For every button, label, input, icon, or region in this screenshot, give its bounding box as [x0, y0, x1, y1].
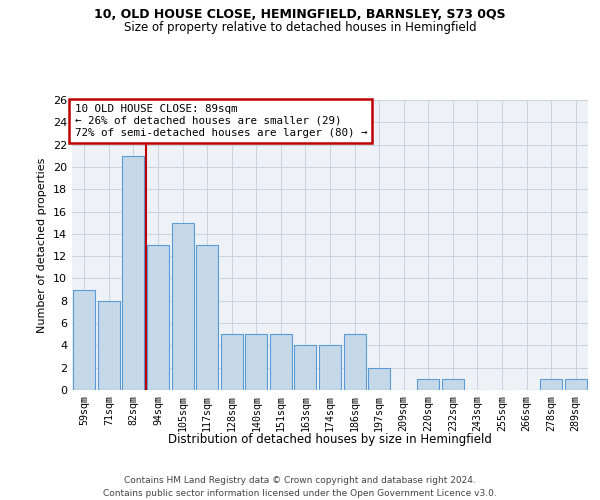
Bar — [344, 334, 365, 390]
Bar — [319, 346, 341, 390]
Bar — [221, 334, 243, 390]
Bar — [417, 379, 439, 390]
Bar — [245, 334, 268, 390]
Text: 10, OLD HOUSE CLOSE, HEMINGFIELD, BARNSLEY, S73 0QS: 10, OLD HOUSE CLOSE, HEMINGFIELD, BARNSL… — [94, 8, 506, 20]
Bar — [196, 245, 218, 390]
Bar — [442, 379, 464, 390]
Bar — [73, 290, 95, 390]
Text: 10 OLD HOUSE CLOSE: 89sqm
← 26% of detached houses are smaller (29)
72% of semi-: 10 OLD HOUSE CLOSE: 89sqm ← 26% of detac… — [74, 104, 367, 138]
Text: Size of property relative to detached houses in Hemingfield: Size of property relative to detached ho… — [124, 21, 476, 34]
Bar — [172, 222, 194, 390]
Bar — [295, 346, 316, 390]
Bar — [540, 379, 562, 390]
Text: Contains public sector information licensed under the Open Government Licence v3: Contains public sector information licen… — [103, 489, 497, 498]
Bar — [565, 379, 587, 390]
Text: Contains HM Land Registry data © Crown copyright and database right 2024.: Contains HM Land Registry data © Crown c… — [124, 476, 476, 485]
Y-axis label: Number of detached properties: Number of detached properties — [37, 158, 47, 332]
Bar — [270, 334, 292, 390]
Bar — [147, 245, 169, 390]
Bar — [122, 156, 145, 390]
Bar — [98, 301, 120, 390]
Bar — [368, 368, 390, 390]
Text: Distribution of detached houses by size in Hemingfield: Distribution of detached houses by size … — [168, 432, 492, 446]
